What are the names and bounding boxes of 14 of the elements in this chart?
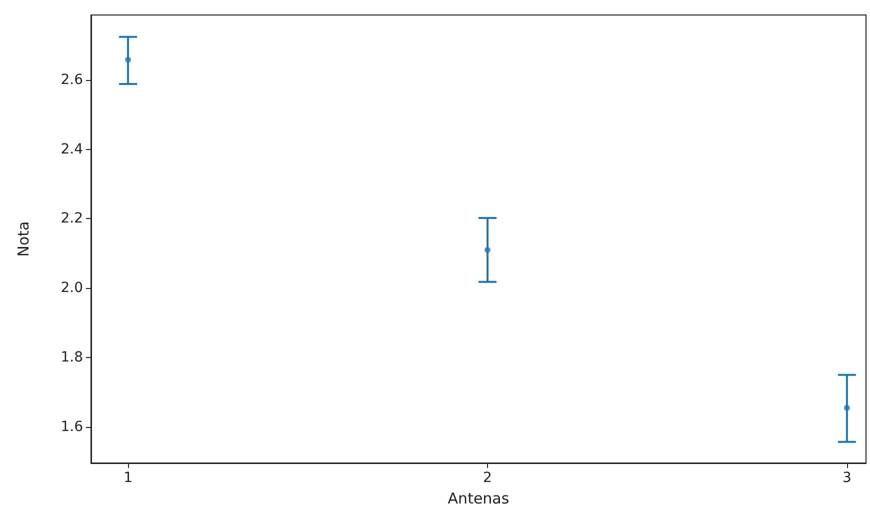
x-axis-title: Antenas	[448, 490, 510, 508]
y-tick-label: 1.8	[60, 350, 83, 366]
y-tick-label: 1.6	[60, 418, 84, 435]
point	[844, 404, 850, 411]
x-tick-label: 1	[124, 470, 132, 486]
y-tick-label: 2.6	[60, 72, 84, 88]
x-tick-label: 3	[842, 470, 852, 486]
y-tick-label: 2.0	[60, 280, 83, 296]
y-axis-title: Nota	[14, 221, 32, 257]
y-tick-label: 2.4	[60, 141, 84, 158]
point	[125, 56, 132, 63]
y-tick-label: 2.2	[60, 210, 83, 227]
x-tick-label: 2	[483, 470, 492, 486]
point	[484, 246, 490, 253]
